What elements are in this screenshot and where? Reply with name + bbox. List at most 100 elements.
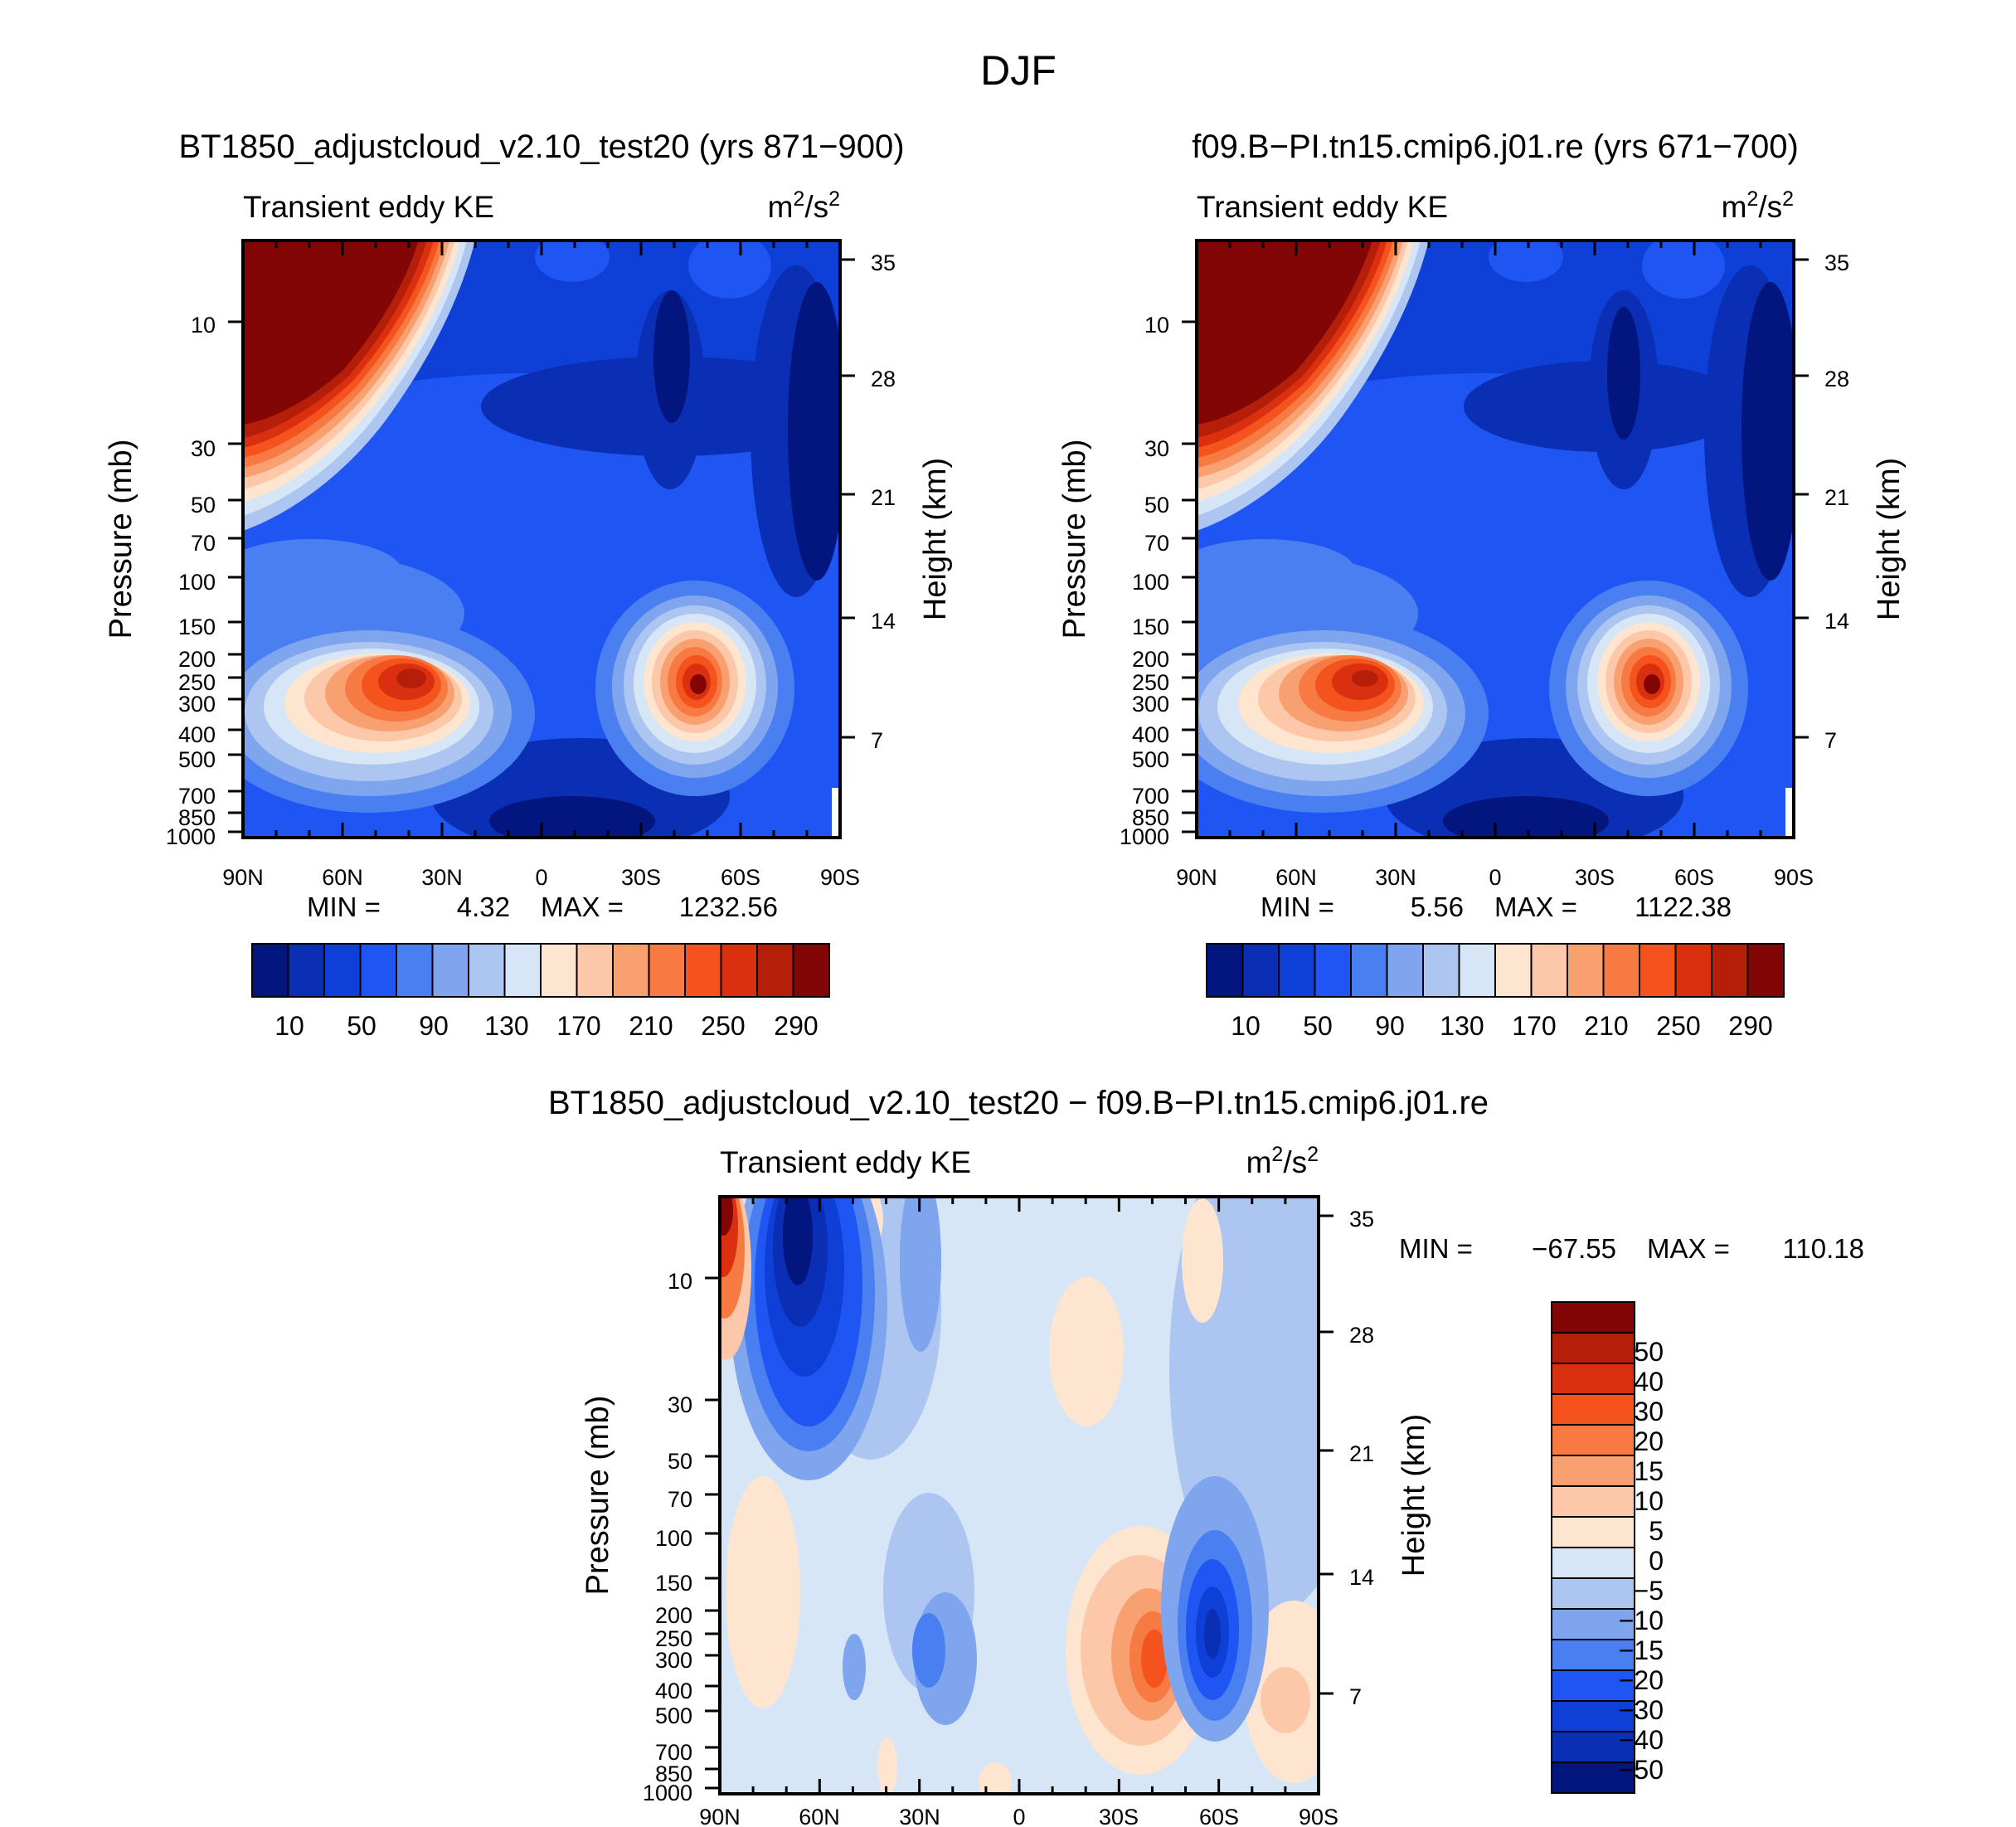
contour-fill xyxy=(688,241,771,299)
colorbar-box xyxy=(1314,943,1352,998)
contour-fill xyxy=(1197,539,1356,605)
colorbar-label: 90 xyxy=(1375,1011,1405,1041)
y-tick-label: 100 xyxy=(655,1526,692,1551)
colorbar-label: −15 xyxy=(1619,1635,1664,1665)
x-tick-label: 90N xyxy=(222,865,264,890)
colorbar-label: 210 xyxy=(1584,1011,1628,1041)
y2-tick-label: 7 xyxy=(1349,1684,1362,1709)
colorbar-box xyxy=(1551,1301,1635,1334)
units-exponent: 2 xyxy=(1782,187,1794,211)
colorbar-label: 50 xyxy=(1303,1011,1333,1041)
panel-2-title: f09.B−PI.tn15.cmip6.j01.re (yrs 671−700) xyxy=(1192,129,1799,165)
contour-fill xyxy=(783,1197,813,1285)
colorbar-box xyxy=(1639,943,1677,998)
y-tick-label: 1000 xyxy=(643,1781,692,1805)
colorbar-box xyxy=(1278,943,1316,998)
colorbar-label: 10 xyxy=(1231,1011,1261,1041)
colorbar-label: −10 xyxy=(1619,1606,1664,1635)
x-tick-label: 90S xyxy=(1299,1805,1338,1827)
colorbar-label: −5 xyxy=(1634,1576,1664,1606)
colorbar-box xyxy=(792,943,830,998)
y2-tick-label: 7 xyxy=(871,728,883,753)
missing-data xyxy=(1785,788,1794,838)
axis-ticks xyxy=(705,1197,1333,1794)
colorbar-label: 10 xyxy=(274,1011,304,1041)
y-tick-label: 70 xyxy=(191,531,216,556)
max-label: MAX = xyxy=(1494,892,1577,922)
colorbar-labels: −50 −40 −30 −20 −15 −10 −5 0 5 10 15 20 … xyxy=(1619,1337,1664,1785)
x-axis: 90N 60N 30N 0 30S 60S 90S xyxy=(222,865,860,890)
contour-fill xyxy=(1443,796,1609,838)
colorbar-box xyxy=(1386,943,1424,998)
panel-3-contour-field xyxy=(720,1197,1319,1794)
colorbar-box xyxy=(684,943,722,998)
units-per-second: /s xyxy=(1283,1145,1307,1179)
colorbar-box xyxy=(1551,1424,1635,1456)
colorbar-box xyxy=(503,943,542,998)
contour-fill xyxy=(1182,1198,1223,1323)
colorbar-box xyxy=(1530,943,1568,998)
min-value: 5.56 xyxy=(1411,892,1464,922)
contour-fill xyxy=(243,539,402,605)
colorbar-label: −40 xyxy=(1619,1725,1664,1755)
panel-model-2: f09.B−PI.tn15.cmip6.j01.re (yrs 671−700)… xyxy=(1057,129,1907,1041)
y-tick-label: 70 xyxy=(1144,531,1169,556)
units-exponent: 2 xyxy=(1307,1143,1319,1166)
y-tick-label: 200 xyxy=(655,1603,692,1628)
y-axis-title: Pressure (mb) xyxy=(581,1396,615,1596)
colorbar-box xyxy=(468,943,506,998)
colorbar-box xyxy=(1551,1547,1635,1579)
panel-1-header-left: Transient eddy KE xyxy=(243,190,494,224)
colorbar-box xyxy=(1458,943,1496,998)
contour-fill xyxy=(489,796,655,838)
min-value: 4.32 xyxy=(457,892,510,922)
colorbar-box xyxy=(1746,943,1785,998)
colorbar-box xyxy=(1551,1577,1635,1610)
contour-fill xyxy=(912,1613,945,1688)
axis-ticks xyxy=(1182,241,1809,838)
max-label: MAX = xyxy=(541,892,624,922)
y-tick-label: 250 xyxy=(655,1626,692,1651)
colorbar-2: 10 50 90 130 170 210 250 290 xyxy=(1206,943,1785,1041)
contour-fill xyxy=(1204,1609,1221,1659)
panel-3-title: BT1850_adjustcloud_v2.10_test20 − f09.B−… xyxy=(548,1085,1489,1121)
x-tick-label: 30N xyxy=(899,1805,940,1827)
y-tick-label: 300 xyxy=(1132,692,1169,717)
y-tick-label: 50 xyxy=(668,1449,692,1474)
min-max-readout: MIN = 5.56 MAX = 1122.38 xyxy=(1261,892,1732,922)
colorbar-label: 210 xyxy=(629,1011,673,1041)
colorbar-boxes xyxy=(1206,943,1785,998)
panel-model-1: BT1850_adjustcloud_v2.10_test20 (yrs 871… xyxy=(104,129,953,1041)
y-tick-label: 500 xyxy=(655,1703,692,1728)
colorbar-label: 250 xyxy=(701,1011,745,1041)
y-tick-label: 400 xyxy=(655,1679,692,1703)
y-tick-label: 30 xyxy=(1144,436,1169,461)
y-tick-label: 250 xyxy=(1132,670,1169,695)
colorbar-box xyxy=(1551,1516,1635,1548)
y-tick-label: 850 xyxy=(655,1761,692,1786)
colorbar-label: 90 xyxy=(419,1011,449,1041)
max-label: MAX = xyxy=(1647,1233,1730,1264)
contour-fill xyxy=(690,674,707,694)
colorbar-box xyxy=(648,943,686,998)
x-tick-label: 0 xyxy=(1489,865,1501,890)
contour-fill xyxy=(1141,1630,1168,1688)
colorbar-box xyxy=(1551,1363,1635,1395)
colorbar-box xyxy=(1551,1332,1635,1364)
colorbar-label: −30 xyxy=(1619,1695,1664,1725)
colorbar-box xyxy=(323,943,362,998)
colorbar-box xyxy=(287,943,325,998)
y-tick-label: 400 xyxy=(1132,722,1169,747)
panel-1-units: m2/s2 xyxy=(768,187,840,224)
max-value: 110.18 xyxy=(1783,1233,1864,1264)
x-tick-label: 90S xyxy=(820,865,860,890)
x-tick-label: 90N xyxy=(1176,865,1217,890)
contour-fill xyxy=(535,241,610,282)
y-tick-label: 850 xyxy=(178,805,216,830)
x-tick-label: 30N xyxy=(421,865,463,890)
units-exponent: 2 xyxy=(828,187,840,211)
contour-fill xyxy=(726,1476,800,1708)
y2-tick-label: 7 xyxy=(1824,728,1837,753)
y-tick-label: 300 xyxy=(178,692,216,717)
axis-ticks xyxy=(228,241,855,838)
